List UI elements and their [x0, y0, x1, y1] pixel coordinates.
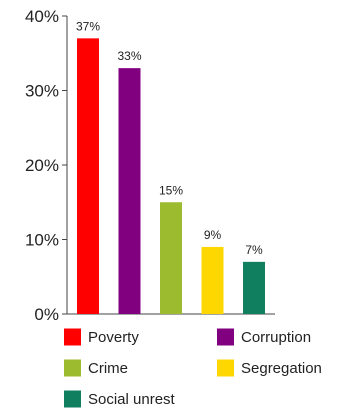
- y-tick-label: 40%: [25, 7, 59, 26]
- y-axis: 0% 10% 20% 30% 40%: [25, 7, 275, 324]
- legend-label: Segregation: [241, 360, 322, 377]
- legend-label: Corruption: [241, 329, 311, 346]
- legend-item-corruption: Corruption: [217, 328, 311, 346]
- y-tick-label: 0%: [34, 305, 59, 324]
- bar-segregation: [201, 246, 224, 314]
- bar-poverty: [77, 38, 99, 314]
- legend-swatch: [64, 328, 81, 346]
- legend-item-social-unrest: Social unrest: [64, 390, 176, 408]
- y-tick-label: 10%: [25, 231, 59, 250]
- legend-label: Social unrest: [88, 391, 176, 408]
- legend-item-poverty: Poverty: [64, 328, 139, 346]
- bars: [77, 38, 265, 315]
- data-label: 7%: [245, 243, 263, 257]
- legend-swatch: [217, 359, 234, 377]
- legend-swatch: [64, 359, 81, 377]
- y-tick-label: 20%: [25, 156, 59, 175]
- legend: Poverty Corruption Crime Segregation Social …: [64, 328, 322, 408]
- bar-crime: [160, 202, 182, 314]
- legend-item-segregation: Segregation: [217, 359, 322, 377]
- legend-label: Crime: [88, 360, 128, 377]
- data-label: 9%: [204, 228, 222, 242]
- data-label: 33%: [117, 49, 141, 63]
- legend-swatch: [217, 328, 234, 346]
- data-labels: 37% 33% 15% 9% 7%: [76, 19, 263, 257]
- data-label: 15%: [159, 183, 183, 197]
- bar-social-unrest: [243, 261, 265, 314]
- y-tick-label: 30%: [25, 82, 59, 101]
- legend-item-crime: Crime: [64, 359, 128, 377]
- data-label: 37%: [76, 19, 100, 33]
- bar-corruption: [118, 68, 141, 315]
- legend-label: Poverty: [88, 329, 139, 346]
- legend-swatch: [64, 390, 81, 408]
